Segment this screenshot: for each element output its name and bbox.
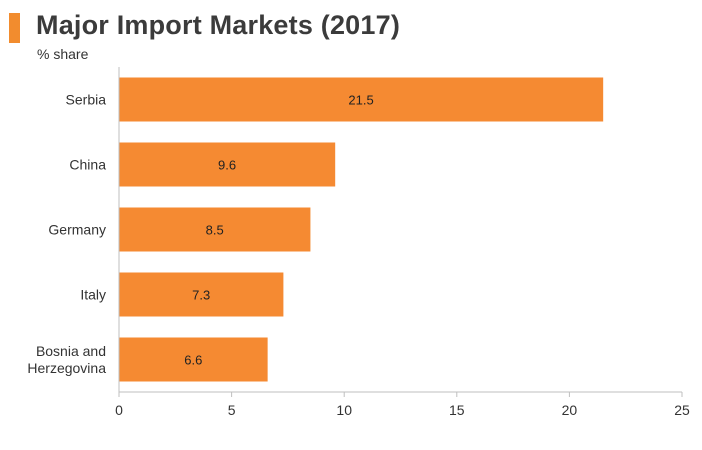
bar: [119, 77, 604, 122]
bar: [119, 272, 284, 317]
category-label: Germany: [48, 222, 106, 238]
data-label: 6.6: [184, 353, 202, 368]
category-label: China: [69, 157, 106, 173]
x-tick-label: 10: [336, 402, 352, 418]
bar: [119, 207, 311, 252]
category-label: Italy: [80, 287, 106, 303]
x-tick-label: 0: [115, 402, 123, 418]
category-label: Bosnia and Herzegovina: [27, 343, 106, 376]
data-label: 7.3: [192, 288, 210, 303]
title-accent-bar: [9, 13, 20, 43]
data-label: 21.5: [348, 93, 373, 108]
bar: [119, 142, 336, 187]
bar: [119, 337, 268, 382]
chart-subtitle: % share: [37, 46, 89, 62]
data-label: 9.6: [218, 158, 236, 173]
x-tick-label: 25: [674, 402, 690, 418]
category-label: Serbia: [66, 92, 107, 108]
data-label: 8.5: [206, 223, 224, 238]
chart-title: Major Import Markets (2017): [36, 10, 401, 40]
x-tick-label: 5: [228, 402, 236, 418]
x-tick-label: 15: [449, 402, 465, 418]
x-tick-label: 20: [562, 402, 578, 418]
